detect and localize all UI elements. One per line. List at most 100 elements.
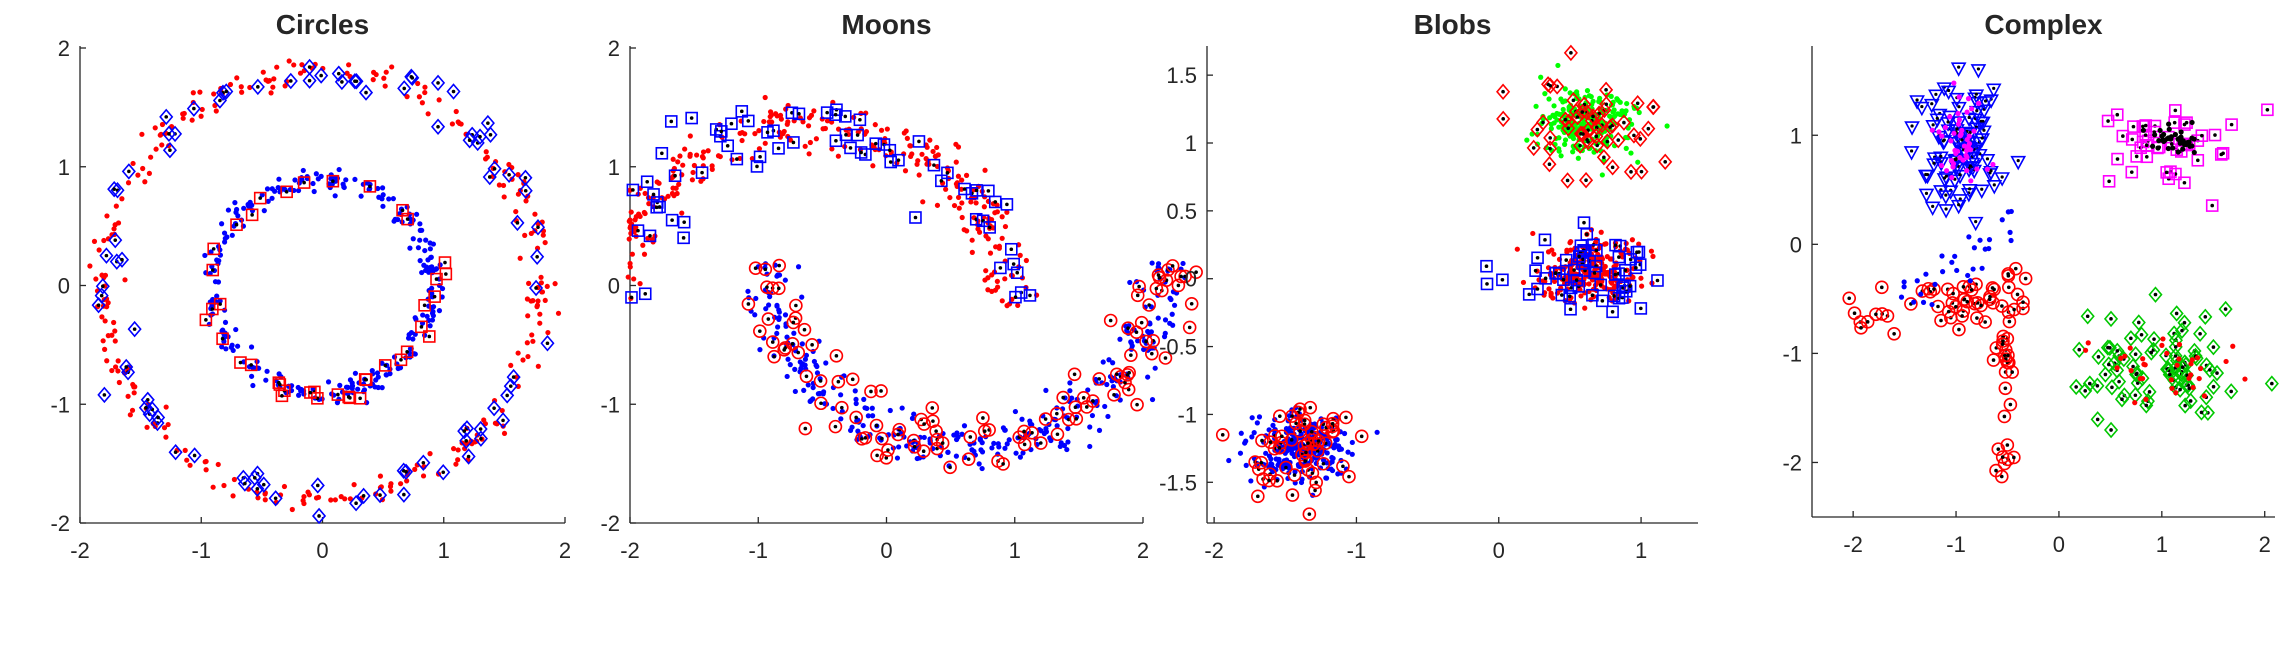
chart-blobs-point xyxy=(1614,96,1620,102)
chart-blobs-point xyxy=(1633,130,1648,148)
chart-blobs-point xyxy=(1596,98,1602,105)
chart-circles-point xyxy=(206,263,220,277)
chart-complex-point xyxy=(2176,341,2183,348)
chart-moons-point xyxy=(907,143,913,149)
chart-blobs-point xyxy=(1651,274,1664,287)
chart-blobs-point xyxy=(1560,99,1566,105)
chart-moons-point xyxy=(953,453,959,459)
chart-blobs-point xyxy=(1588,94,1594,100)
chart-complex-point xyxy=(1924,201,1941,217)
chart-circles-point xyxy=(388,481,394,487)
chart-circles-point xyxy=(496,412,511,429)
chart-circles-point xyxy=(274,64,280,70)
chart-circles-point xyxy=(417,237,423,243)
chart-complex-point xyxy=(1976,125,1992,140)
chart-circles-point xyxy=(422,89,428,96)
chart-complex-y-tick-label: -2 xyxy=(1782,450,1802,475)
chart-blobs-point xyxy=(1636,241,1642,247)
chart-moons-point xyxy=(872,122,878,128)
chart-moons-point xyxy=(802,356,809,362)
chart-moons-point xyxy=(792,107,806,121)
chart-moons-point xyxy=(1174,269,1188,284)
chart-complex-point xyxy=(2196,375,2202,382)
chart-circles-point xyxy=(352,370,359,376)
chart-complex-x-tick-label: 1 xyxy=(2156,532,2168,557)
chart-circles-point xyxy=(219,83,234,100)
chart-moons-point xyxy=(766,119,772,125)
chart-moons-point xyxy=(709,163,715,169)
chart-moons-point xyxy=(870,413,876,419)
chart-circles-point xyxy=(407,245,413,251)
chart-circles-point xyxy=(410,236,416,242)
chart-moons-point xyxy=(752,131,758,137)
chart-circles-point xyxy=(525,353,531,360)
chart-blobs-point xyxy=(1242,440,1248,446)
chart-blobs-point xyxy=(1602,263,1608,270)
chart-circles-point xyxy=(163,404,169,410)
chart-blobs-point xyxy=(1249,434,1255,440)
chart-moons-point xyxy=(1162,330,1168,336)
chart-moons-point xyxy=(1145,374,1151,380)
chart-circles-point xyxy=(116,379,122,386)
chart-circles-point xyxy=(501,430,508,437)
chart-moons-point xyxy=(690,169,696,176)
chart-blobs-point xyxy=(1285,488,1300,502)
chart-complex-point xyxy=(1989,463,2003,478)
chart-moons-point xyxy=(929,424,943,438)
chart-moons-point xyxy=(799,294,805,300)
chart-complex-point xyxy=(1964,283,1979,297)
chart-moons-point xyxy=(820,126,826,132)
chart-circles-point xyxy=(375,185,381,192)
chart-circles-point xyxy=(423,330,436,343)
chart-circles-point xyxy=(421,262,427,268)
chart-circles-point xyxy=(219,221,225,227)
chart-complex-point xyxy=(2118,355,2124,361)
chart-moons-point xyxy=(741,297,756,311)
chart-blobs-point xyxy=(1546,96,1552,102)
chart-moons-point xyxy=(689,177,696,183)
chart-complex-point xyxy=(2090,377,2105,394)
chart-moons-point xyxy=(762,94,768,101)
chart-circles-point xyxy=(95,277,110,295)
chart-moons-point xyxy=(1110,360,1116,366)
chart-circles-point xyxy=(456,120,463,127)
chart-moons-point xyxy=(1067,380,1073,386)
chart-circles-point xyxy=(425,111,431,117)
chart-moons-point xyxy=(828,419,843,434)
chart-moons-point xyxy=(853,113,867,127)
chart-blobs-point xyxy=(1287,468,1302,482)
chart-circles-point xyxy=(379,360,385,366)
chart-moons-point xyxy=(767,114,773,120)
chart-circles-point xyxy=(305,489,311,495)
chart-moons-point xyxy=(852,388,858,394)
chart-circles-point xyxy=(449,121,455,127)
chart-moons-point xyxy=(771,281,786,296)
chart-circles-point xyxy=(496,182,502,188)
chart-moons-point xyxy=(989,272,995,278)
chart-complex-point xyxy=(1962,127,1979,143)
chart-circles-point xyxy=(552,281,558,287)
chart-circles-point xyxy=(422,247,428,254)
chart-circles-point xyxy=(125,393,131,399)
chart-blobs-point xyxy=(1567,263,1581,277)
chart-circles-title: Circles xyxy=(276,9,369,40)
chart-blobs-point xyxy=(1646,98,1661,116)
chart-blobs-point xyxy=(1570,149,1576,155)
chart-complex-point xyxy=(2174,322,2190,339)
chart-complex-point xyxy=(2112,373,2127,390)
chart-circles-point xyxy=(542,297,548,304)
chart-complex-series-vertical-band xyxy=(1986,261,2023,484)
chart-complex-point xyxy=(1971,128,1977,134)
chart-circles-point xyxy=(222,235,228,242)
chart-complex-point xyxy=(1967,216,1984,232)
chart-circles-point xyxy=(453,108,459,115)
chart-moons-point xyxy=(956,205,962,211)
chart-blobs-point xyxy=(1586,288,1599,302)
chart-circles-point xyxy=(247,84,253,91)
chart-moons-point xyxy=(765,335,780,349)
chart-moons-point xyxy=(930,148,936,155)
chart-complex-point xyxy=(2128,368,2134,374)
chart-blobs-point xyxy=(1254,420,1260,426)
chart-moons-series-upper-moon-highlighted xyxy=(625,103,1037,304)
chart-blobs-point xyxy=(1263,450,1269,456)
